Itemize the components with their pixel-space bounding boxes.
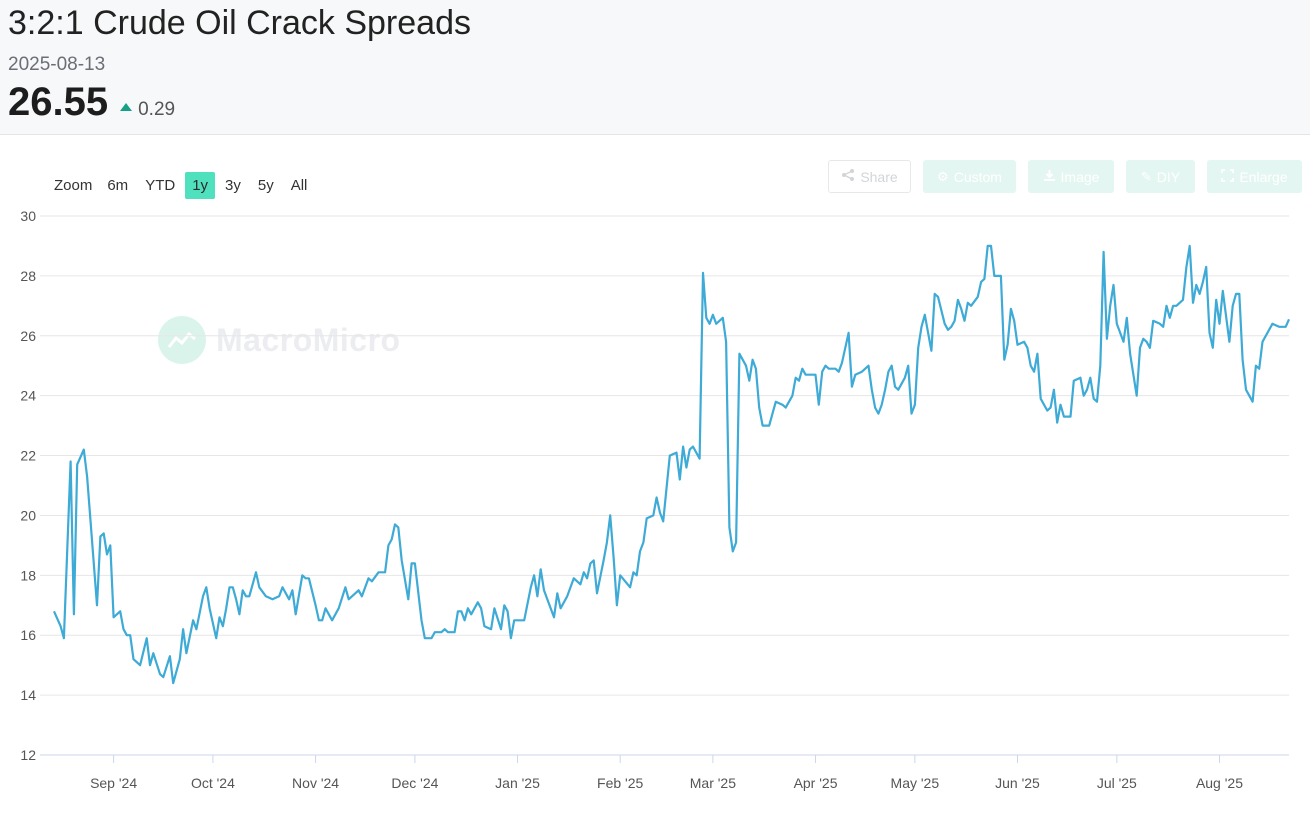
y-tick-label: 20	[20, 507, 36, 523]
watermark-text: MacroMicro	[216, 321, 401, 358]
x-tick-label: Mar '25	[690, 775, 736, 791]
image-button[interactable]: Image	[1028, 160, 1114, 193]
macromicro-logo-icon	[158, 316, 206, 364]
x-tick-label: Nov '24	[292, 775, 339, 791]
x-tick-label: Sep '24	[90, 775, 137, 791]
x-tick-label: Dec '24	[391, 775, 438, 791]
expand-icon	[1221, 168, 1235, 185]
watermark: MacroMicro	[158, 316, 401, 364]
latest-value-row: 26.55 0.29	[8, 80, 175, 125]
zoom-6m-button[interactable]: 6m	[107, 177, 129, 194]
diy-button[interactable]: ✎ DIY	[1126, 160, 1195, 193]
custom-label: Custom	[953, 168, 1002, 185]
x-tick-label: Apr '25	[794, 775, 838, 791]
header: 3:2:1 Crude Oil Crack Spreads 2025-08-13…	[0, 0, 1310, 135]
triangle-up-icon	[120, 103, 133, 111]
x-tick-label: Jun '25	[995, 775, 1040, 791]
y-tick-label: 26	[20, 328, 36, 344]
pencil-icon: ✎	[1140, 168, 1152, 184]
enlarge-button[interactable]: Enlarge	[1207, 160, 1302, 193]
x-tick-label: Aug '25	[1196, 775, 1243, 791]
zoom-bar: Zoom 6m YTD 1y 3y 5y All	[54, 172, 317, 199]
latest-value: 26.55	[8, 80, 109, 124]
page-title: 3:2:1 Crude Oil Crack Spreads	[8, 4, 471, 42]
share-icon	[841, 168, 855, 185]
y-tick-label: 12	[20, 747, 36, 763]
zoom-ytd-button[interactable]: YTD	[145, 177, 176, 194]
image-label: Image	[1060, 168, 1100, 185]
value-change: 0.29	[138, 99, 176, 120]
y-tick-label: 14	[20, 687, 36, 703]
y-tick-label: 16	[20, 627, 36, 643]
x-tick-label: Jan '25	[495, 775, 540, 791]
latest-date: 2025-08-13	[8, 54, 106, 75]
y-tick-label: 18	[20, 567, 36, 583]
x-tick-label: May '25	[891, 775, 940, 791]
zoom-all-button[interactable]: All	[290, 177, 308, 194]
enlarge-label: Enlarge	[1239, 168, 1288, 185]
zoom-3y-button[interactable]: 3y	[225, 177, 241, 194]
zoom-1y-button[interactable]: 1y	[185, 172, 216, 199]
x-tick-label: Oct '24	[191, 775, 235, 791]
zoom-5y-button[interactable]: 5y	[257, 177, 274, 194]
diy-label: DIY	[1156, 168, 1181, 185]
zoom-label: Zoom	[54, 177, 93, 194]
x-tick-label: Feb '25	[597, 775, 643, 791]
y-tick-label: 28	[20, 268, 36, 284]
custom-button[interactable]: ⚙ Custom	[923, 160, 1016, 193]
share-label: Share	[860, 168, 898, 185]
y-tick-label: 22	[20, 448, 36, 464]
y-tick-label: 30	[20, 208, 36, 224]
gear-icon: ⚙	[937, 168, 949, 184]
x-tick-label: Jul '25	[1097, 775, 1137, 791]
y-tick-label: 24	[20, 388, 36, 404]
download-icon	[1043, 169, 1056, 185]
series-line	[52, 244, 1291, 685]
share-button[interactable]: Share	[828, 160, 911, 193]
